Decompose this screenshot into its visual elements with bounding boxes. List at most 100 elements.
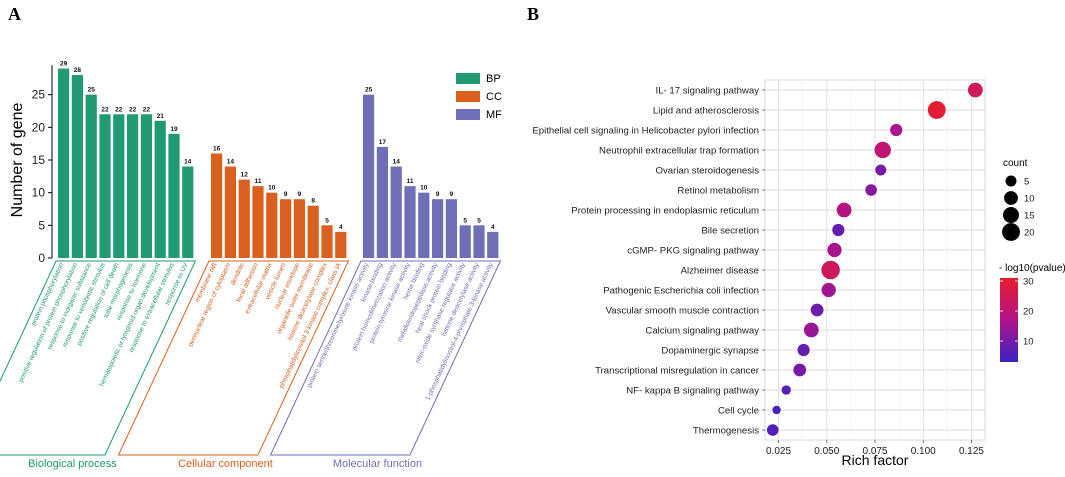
bar-mf xyxy=(473,225,485,258)
bar-value-label: 28 xyxy=(74,67,82,74)
bar-value-label: 16 xyxy=(213,145,221,152)
bar-value-label: 22 xyxy=(143,106,151,113)
pathway-dot xyxy=(890,123,903,137)
legend-swatch-cc xyxy=(456,91,480,102)
bar-cc xyxy=(280,199,292,258)
pathway-dot xyxy=(927,101,946,119)
pathway-label: Retinol metabolism xyxy=(677,186,759,197)
bar-value-label: 9 xyxy=(450,191,454,198)
pathway-label: Ovarian steroidogenesis xyxy=(656,166,760,177)
group-title: Cellular component xyxy=(178,458,273,470)
pathway-label: Protein processing in endoplasmic reticu… xyxy=(571,206,759,217)
bar-cc xyxy=(293,199,305,258)
pathway-dot xyxy=(797,343,810,357)
pathway-dot xyxy=(874,141,891,159)
bar-cc xyxy=(211,153,223,258)
bar-value-label: 4 xyxy=(491,224,495,231)
bar-mf xyxy=(404,186,416,258)
pathway-label: Transcriptional misregulation in cancer xyxy=(595,366,760,377)
pathway-label: Bile secretion xyxy=(701,226,759,237)
bar-value-label: 25 xyxy=(365,87,373,94)
x-tick-label: 0.100 xyxy=(911,446,936,457)
bar-mf xyxy=(363,94,375,259)
color-legend-title: - log10(pvalue) xyxy=(999,263,1065,274)
bar-value-label: 9 xyxy=(298,191,302,198)
group-title: Molecular function xyxy=(333,458,422,470)
pathway-label: IL- 17 signaling pathway xyxy=(656,86,760,97)
pathway-dot xyxy=(766,424,779,436)
bar-value-label: 5 xyxy=(463,217,467,224)
pathway-label: Alzheimer disease xyxy=(681,266,759,277)
bar-value-label: 14 xyxy=(184,159,192,166)
x-tick-label: 0.125 xyxy=(959,446,984,457)
pathway-dot xyxy=(810,303,824,317)
color-legend-label: 10 xyxy=(1023,337,1034,348)
legend-label-cc: CC xyxy=(486,91,502,103)
y-tick-label: 5 xyxy=(38,218,45,232)
bar-value-label: 25 xyxy=(88,87,96,94)
pathway-dot xyxy=(836,202,852,218)
y-tick-label: 20 xyxy=(32,120,46,134)
y-tick-label: 10 xyxy=(32,186,46,200)
bar-value-label: 9 xyxy=(284,191,288,198)
size-legend-dot xyxy=(1002,223,1020,241)
bar-value-label: 10 xyxy=(268,185,276,192)
bar-value-label: 12 xyxy=(241,172,249,179)
bar-cc xyxy=(238,179,250,258)
bar-bp xyxy=(113,114,125,259)
legend-swatch-bp xyxy=(456,73,480,84)
bar-bp xyxy=(154,120,166,258)
pathway-dot xyxy=(821,282,836,298)
pathway-label: Cell cycle xyxy=(718,406,759,417)
bar-bp xyxy=(127,114,139,259)
bar-mf xyxy=(487,231,499,258)
pathway-dot xyxy=(793,363,807,377)
pathway-label: Neutrophil extracellular trap formation xyxy=(599,146,759,157)
size-legend-title: count xyxy=(1003,158,1028,169)
bar-value-label: 22 xyxy=(101,106,109,113)
pathway-label: NF- kappa B signaling pathway xyxy=(626,386,759,397)
bar-value-label: 8 xyxy=(311,198,315,205)
bar-bp xyxy=(58,68,70,259)
bar-value-label: 11 xyxy=(407,178,414,185)
bar-mf xyxy=(390,166,402,258)
pathway-label: Thermogenesis xyxy=(693,426,759,437)
pathway-label: Pathogenic Escherichia coli infection xyxy=(603,286,759,297)
bar-cc xyxy=(321,225,333,258)
size-legend-dot xyxy=(1005,175,1017,187)
bar-value-label: 19 xyxy=(170,126,178,133)
bar-value-label: 14 xyxy=(227,159,235,166)
bar-value-label: 14 xyxy=(393,159,401,166)
group-bracket xyxy=(117,260,350,456)
size-legend-label: 20 xyxy=(1024,228,1035,239)
bar-cc xyxy=(307,205,319,258)
pathway-label: Calcium signaling pathway xyxy=(645,326,759,337)
pathway-dot xyxy=(865,184,877,196)
y-tick-label: 25 xyxy=(32,88,46,102)
pathway-dot xyxy=(827,242,842,258)
bar-mf xyxy=(376,146,388,258)
pathway-label: Epithelial cell signaling in Helicobacte… xyxy=(532,126,759,137)
group-title: Biological process xyxy=(28,458,117,470)
panel-label-b: B xyxy=(527,4,539,24)
bar-cc xyxy=(266,192,278,258)
x-tick-label: 0.050 xyxy=(814,446,839,457)
pathway-dot xyxy=(781,385,791,395)
y-axis-title: Number of gene xyxy=(9,103,26,218)
group-bracket xyxy=(0,260,197,456)
bar-value-label: 29 xyxy=(60,61,68,68)
bar-bp xyxy=(168,133,180,258)
bar-mf xyxy=(432,199,444,258)
legend-label-bp: BP xyxy=(486,73,501,85)
pathway-label: cGMP- PKG signaling pathway xyxy=(627,246,759,257)
bar-bp xyxy=(85,94,97,259)
color-legend-bar xyxy=(1000,278,1018,362)
panel-b-dot-plot: IL- 17 signaling pathway Lipid and athero… xyxy=(532,79,1065,468)
bar-value-label: 21 xyxy=(157,113,165,120)
pathway-dot xyxy=(967,82,983,98)
size-legend-label: 10 xyxy=(1024,194,1035,205)
bar-bp xyxy=(99,114,111,259)
